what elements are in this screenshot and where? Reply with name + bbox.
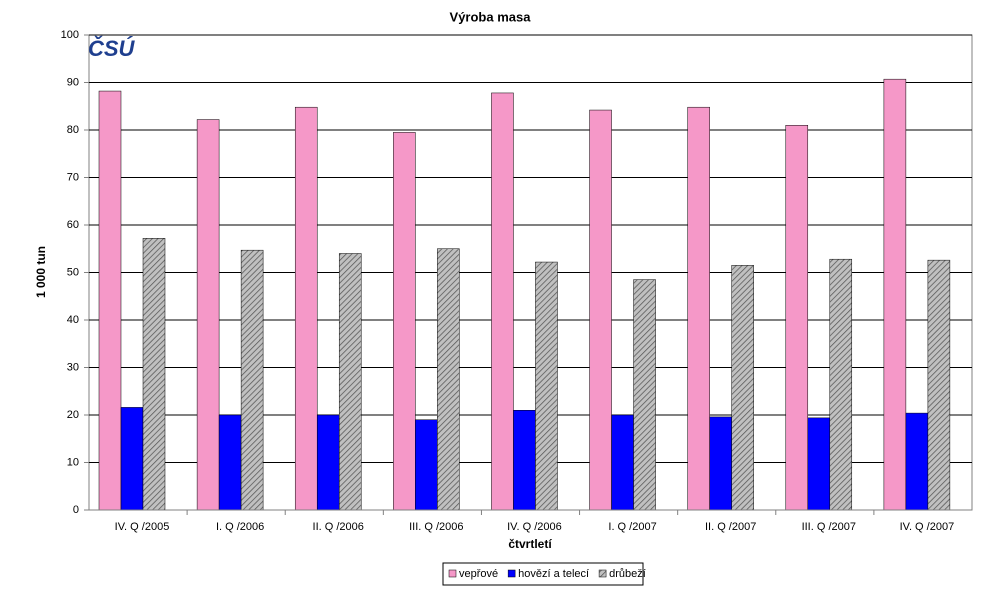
bar xyxy=(316,414,340,511)
x-tick-label: III. Q /2006 xyxy=(409,521,463,533)
bar xyxy=(98,90,122,511)
bar xyxy=(491,92,514,511)
bar xyxy=(731,265,754,511)
x-tick-label: IV. Q /2007 xyxy=(900,521,955,533)
logo: ČSÚ xyxy=(88,36,136,61)
x-axis-title: čtvrtletí xyxy=(508,537,552,551)
bar xyxy=(218,414,242,511)
legend-label: drůbeží xyxy=(609,568,646,580)
bar xyxy=(535,261,558,511)
bar xyxy=(120,407,144,511)
y-tick-label: 40 xyxy=(67,314,79,326)
x-tick-label: I. Q /2006 xyxy=(216,521,264,533)
legend-box xyxy=(442,562,644,586)
bar xyxy=(415,419,438,511)
legend-swatch xyxy=(598,569,607,578)
bar xyxy=(142,238,166,511)
legend-swatch xyxy=(448,569,457,578)
bar xyxy=(883,78,907,511)
bar xyxy=(196,119,220,511)
y-tick-label: 60 xyxy=(67,219,79,231)
y-tick-label: 10 xyxy=(67,456,79,468)
bar xyxy=(513,410,536,511)
bar xyxy=(611,414,634,511)
y-tick-label: 80 xyxy=(67,124,79,136)
bar xyxy=(829,258,853,511)
bar xyxy=(338,253,362,511)
x-tick-label: IV. Q /2006 xyxy=(507,521,562,533)
bar xyxy=(785,125,809,511)
legend-swatch xyxy=(507,569,516,578)
y-axis-title: 1 000 tun xyxy=(34,246,48,298)
bar xyxy=(393,132,416,511)
bar xyxy=(437,248,460,511)
y-tick-label: 20 xyxy=(67,409,79,421)
x-tick-label: IV. Q /2005 xyxy=(115,521,170,533)
bar xyxy=(927,259,951,511)
bar xyxy=(687,106,710,511)
bar xyxy=(633,279,656,511)
legend-label: vepřové xyxy=(459,568,498,580)
bar xyxy=(709,416,732,511)
legend-label: hovězí a telecí xyxy=(518,568,589,580)
bar xyxy=(240,249,264,511)
y-tick-label: 100 xyxy=(61,29,79,41)
bar xyxy=(905,412,929,511)
x-tick-label: II. Q /2006 xyxy=(313,521,364,533)
y-tick-label: 50 xyxy=(67,266,79,278)
y-tick-label: 0 xyxy=(73,504,79,516)
chart-title: Výroba masa xyxy=(450,9,532,24)
y-tick-label: 30 xyxy=(67,361,79,373)
bar xyxy=(807,417,831,511)
x-tick-label: II. Q /2007 xyxy=(705,521,756,533)
x-tick-label: III. Q /2007 xyxy=(802,521,856,533)
bar xyxy=(589,109,612,511)
y-tick-label: 90 xyxy=(67,76,79,88)
bar xyxy=(294,106,318,511)
y-tick-label: 70 xyxy=(67,171,79,183)
x-tick-label: I. Q /2007 xyxy=(608,521,656,533)
